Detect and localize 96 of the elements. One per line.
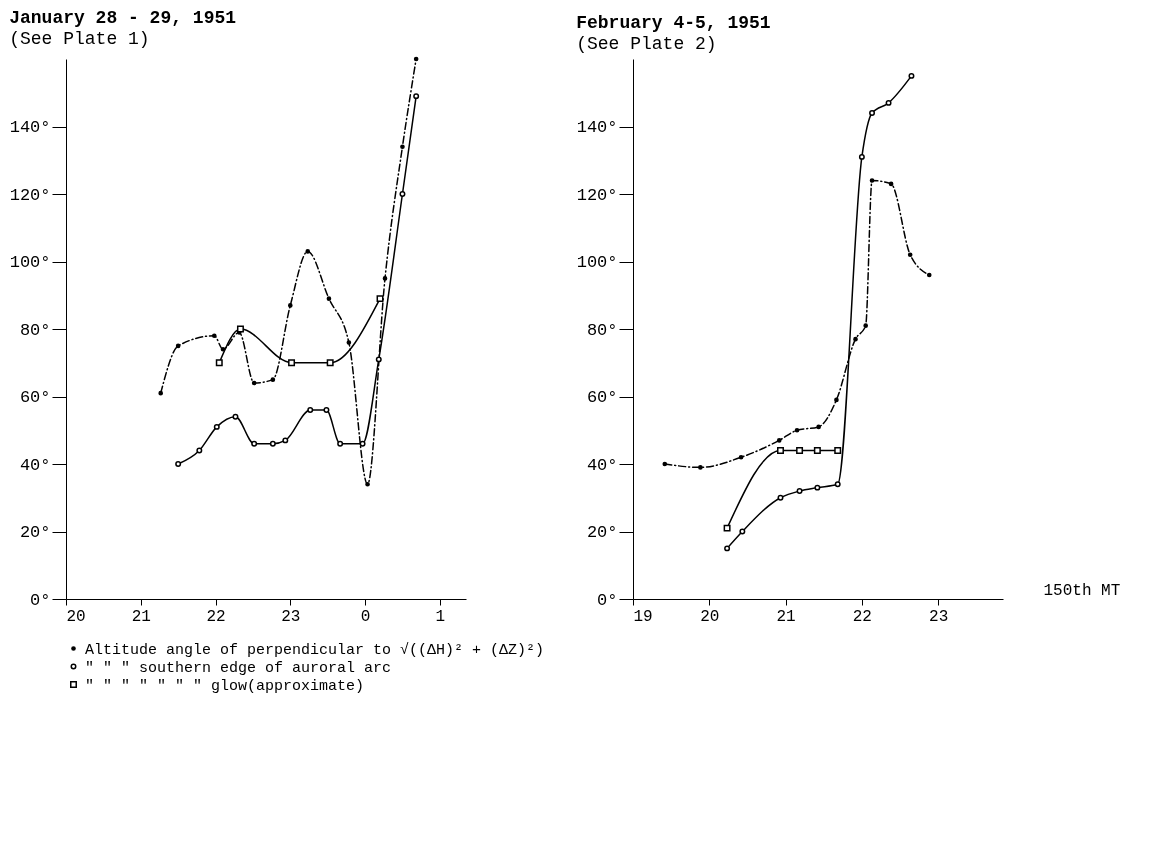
point: [337, 440, 344, 447]
point: [662, 461, 668, 467]
point: [816, 424, 821, 430]
point: [834, 447, 842, 454]
point: [738, 454, 744, 460]
y-tick-label: 120°: [9, 185, 51, 205]
point: [211, 333, 217, 339]
point: [365, 481, 370, 487]
point: [270, 377, 276, 382]
x-tick-label: 21: [776, 607, 796, 626]
y-tick-label: 80°: [586, 320, 618, 340]
point: [814, 484, 821, 491]
point: [888, 181, 894, 187]
point: [834, 397, 839, 403]
point: [908, 72, 915, 79]
point: [196, 447, 203, 454]
point: [236, 325, 244, 333]
point: [251, 380, 257, 386]
x-axis-title: 150th MT: [1043, 581, 1121, 600]
point: [813, 447, 821, 454]
x-tick-label: 0: [360, 607, 371, 626]
y-tick-label: 60°: [586, 388, 618, 407]
point: [213, 423, 220, 430]
point: [269, 440, 276, 447]
point: [215, 359, 223, 367]
y-tick-label: 120°: [576, 185, 618, 205]
y-tick-label: 40°: [19, 455, 51, 475]
point: [413, 56, 419, 62]
y-tick-label: 40°: [586, 455, 618, 475]
x-tick-label: 23: [281, 607, 301, 626]
point: [724, 545, 731, 552]
point: [723, 524, 731, 532]
point: [376, 295, 384, 303]
point: [777, 494, 784, 501]
y-tick-label: 80°: [19, 320, 51, 340]
point: [853, 336, 858, 342]
point: [307, 407, 314, 413]
point: [359, 440, 366, 447]
point: [282, 437, 289, 444]
point: [907, 252, 913, 258]
point: [776, 438, 782, 443]
y-tick-label: 100°: [576, 253, 618, 272]
x-tick-label: 22: [852, 607, 872, 626]
point: [175, 461, 182, 467]
point: [305, 249, 311, 254]
point: [326, 296, 332, 301]
point: [796, 447, 804, 454]
y-tick-label: 100°: [9, 253, 51, 272]
legend-label: " " " southern edge of auroral arc: [85, 659, 392, 677]
x-tick-label: 21: [131, 607, 151, 626]
chart-title: February 4-5, 1951: [576, 13, 771, 33]
point: [869, 110, 876, 116]
point: [288, 359, 296, 367]
point: [400, 144, 405, 150]
point: [863, 323, 869, 328]
point: [869, 178, 875, 183]
point: [175, 343, 181, 349]
point: [777, 447, 784, 454]
point: [346, 340, 352, 345]
chart-title: January 28 - 29, 1951: [9, 8, 237, 29]
x-tick-label: 1: [435, 607, 446, 626]
chart-subtitle: (See Plate 2): [576, 34, 717, 54]
point: [794, 427, 800, 433]
x-tick-label: 22: [206, 607, 226, 626]
point: [323, 407, 330, 413]
legend-label: " " " " " " " glow(approximate): [85, 677, 365, 695]
point: [796, 488, 803, 494]
point: [382, 276, 388, 281]
point: [220, 346, 226, 352]
y-tick-label: 60°: [19, 388, 51, 407]
point: [399, 191, 406, 197]
point: [858, 153, 865, 160]
point: [834, 481, 841, 488]
point: [413, 93, 420, 100]
point: [232, 413, 239, 420]
point: [251, 440, 258, 447]
y-tick-label: 0°: [597, 590, 618, 610]
legend-label: Altitude angle of perpendicular to √((ΔH)² + (ΔZ)²): [85, 640, 545, 659]
point: [158, 390, 164, 396]
x-tick-label: 20: [66, 607, 86, 626]
x-tick-label: 23: [929, 607, 949, 626]
point: [926, 272, 932, 278]
point: [698, 465, 703, 470]
y-tick-label: 20°: [19, 523, 51, 542]
point: [326, 359, 334, 367]
point: [885, 99, 892, 106]
x-tick-label: 19: [633, 607, 653, 626]
point: [739, 528, 746, 535]
y-tick-label: 0°: [30, 590, 51, 610]
y-tick-label: 140°: [9, 118, 51, 137]
x-tick-label: 20: [700, 607, 720, 626]
point: [375, 356, 382, 363]
point: [287, 303, 293, 308]
chart-subtitle: (See Plate 1): [9, 29, 150, 50]
y-tick-label: 20°: [586, 523, 618, 542]
y-tick-label: 140°: [576, 118, 618, 137]
